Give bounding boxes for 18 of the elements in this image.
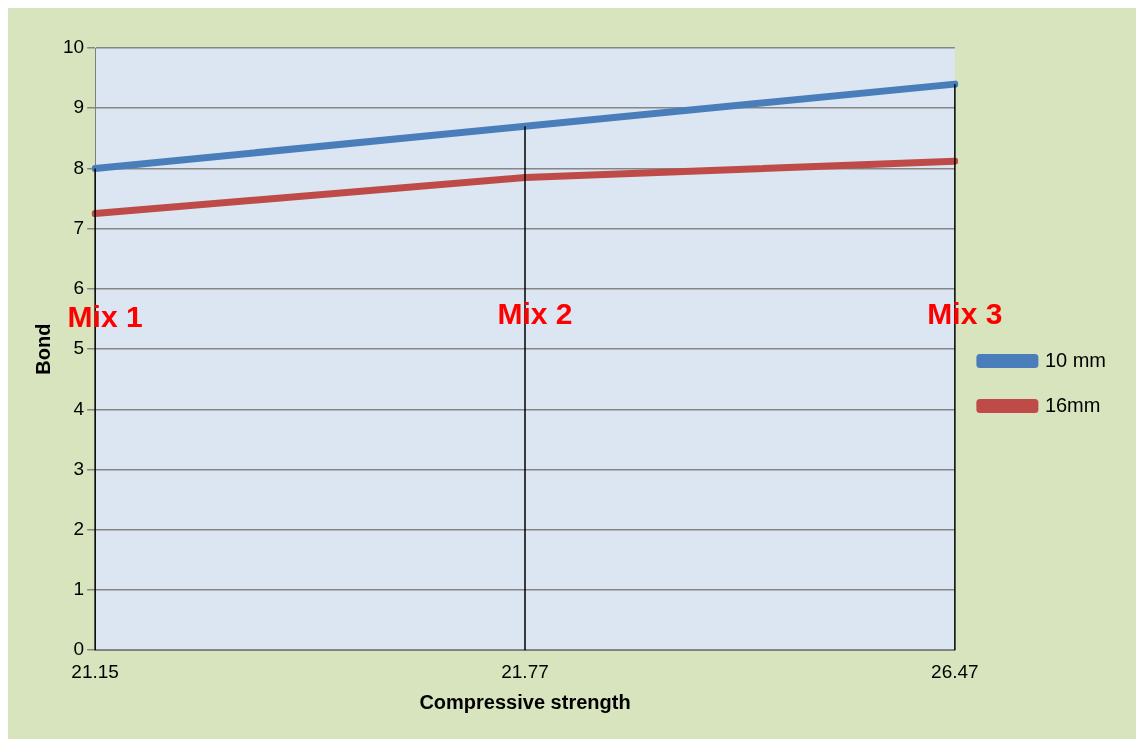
y-tick-label: 5 xyxy=(73,337,85,359)
y-tick-label: 1 xyxy=(73,578,85,600)
y-tick-label: 6 xyxy=(73,277,85,299)
x-tick-label: 21.77 xyxy=(501,660,549,682)
y-tick-label: 10 xyxy=(62,36,85,58)
x-axis-title: Compressive strength xyxy=(419,690,631,713)
y-tick-label: 2 xyxy=(73,517,85,539)
y-tick-label: 0 xyxy=(73,638,85,660)
y-axis-title: Bond xyxy=(31,323,54,375)
x-tick-label: 26.47 xyxy=(931,660,979,682)
y-tick-label: 3 xyxy=(73,457,85,479)
x-tick-label: 21.15 xyxy=(71,660,119,682)
legend-label: 10 mm xyxy=(1044,348,1106,371)
y-tick-label: 7 xyxy=(73,216,85,238)
y-tick-label: 9 xyxy=(73,96,85,118)
y-tick-label: 4 xyxy=(73,397,85,419)
legend-label: 16mm xyxy=(1044,393,1101,416)
y-tick-label: 8 xyxy=(73,156,85,178)
